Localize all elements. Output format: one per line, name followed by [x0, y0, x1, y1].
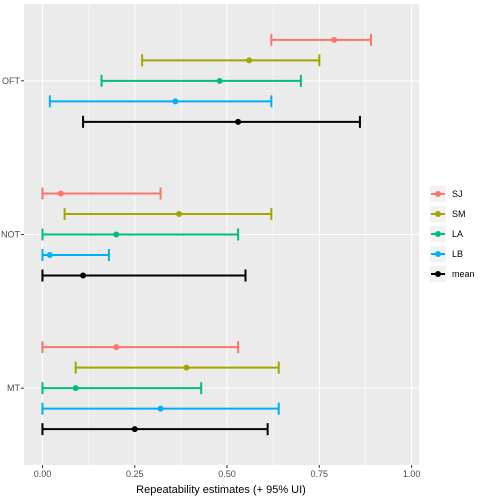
legend-key-point [435, 231, 441, 237]
error-bar-LB-NOT [41, 249, 110, 261]
error-bar-mean-MT [41, 423, 269, 436]
error-bar-SJ-OFT [270, 33, 373, 46]
estimate-point [57, 190, 64, 197]
estimate-point [183, 364, 190, 371]
x-tick-label: 0.50 [218, 469, 236, 479]
estimate-point [80, 272, 87, 279]
error-bar-mean-NOT [41, 269, 247, 282]
estimate-point [72, 385, 79, 392]
estimate-point [235, 118, 242, 125]
error-bar-LA-MT [41, 382, 203, 395]
error-bar-SM-NOT [63, 208, 273, 220]
error-bar-mean-OFT [82, 115, 361, 128]
estimate-point [176, 211, 183, 217]
legend-item-mean: mean [430, 266, 475, 282]
estimate-point [157, 405, 164, 412]
legend-label: SM [452, 209, 466, 219]
error-bar-SJ-MT [41, 341, 240, 354]
error-bar-LA-NOT [41, 228, 240, 241]
estimate-point [172, 98, 179, 105]
x-axis: 0.00 0.25 0.50 0.75 1.00 [34, 465, 421, 479]
legend-label: LB [452, 249, 463, 259]
legend-label: mean [452, 269, 475, 279]
error-bars [41, 33, 373, 436]
y-tick-label: OFT [2, 76, 20, 86]
error-bar-SM-MT [74, 361, 280, 374]
legend-label: LA [452, 229, 463, 239]
legend-label: SJ [452, 189, 463, 199]
error-bar-LB-MT [41, 402, 280, 415]
error-bar-LA-OFT [100, 74, 302, 87]
x-tick-label: 0.25 [126, 469, 144, 479]
x-tick-label: 0.00 [34, 469, 52, 479]
estimate-point [216, 77, 223, 84]
estimate-point [331, 36, 338, 43]
estimate-point [246, 57, 253, 64]
legend-item-SJ: SJ [430, 186, 463, 202]
x-axis-title: Repeatability estimates (+ 95% UI) [136, 484, 306, 496]
estimate-point [113, 231, 120, 238]
legend-key-point [435, 191, 441, 197]
estimate-point [46, 252, 53, 258]
estimate-point [113, 344, 120, 351]
legend-key-point [435, 211, 441, 217]
legend-key-point [435, 251, 441, 257]
x-tick-label: 1.00 [403, 469, 421, 479]
legend-item-SM: SM [430, 206, 466, 222]
x-tick-label: 0.75 [311, 469, 329, 479]
estimate-point [131, 426, 138, 433]
legend-item-LB: LB [430, 246, 463, 262]
legend-item-LA: LA [430, 226, 463, 242]
error-bar-SM-OFT [141, 54, 321, 67]
legend: SJ SM LA LB mean [430, 186, 475, 282]
y-tick-label: NOT [1, 230, 21, 240]
error-bar-LB-OFT [48, 95, 273, 108]
error-bar-SJ-NOT [41, 187, 162, 200]
y-tick-label: MT [7, 383, 20, 393]
legend-key-point [435, 271, 441, 277]
y-axis: OFT NOT MT [1, 76, 24, 393]
